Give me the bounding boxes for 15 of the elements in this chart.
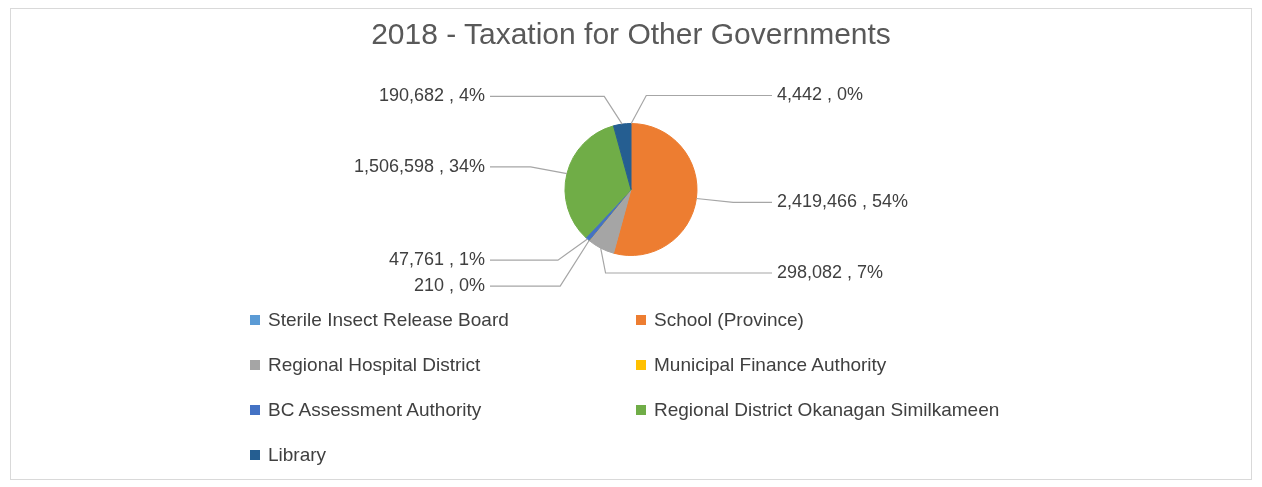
data-label: 4,442 , 0% [777, 84, 864, 105]
legend-label: Municipal Finance Authority [654, 354, 887, 376]
legend-label: BC Assessment Authority [268, 399, 482, 421]
legend-label: Sterile Insect Release Board [268, 309, 509, 331]
chart-title: 2018 - Taxation for Other Governments [371, 17, 891, 51]
data-label: 47,761 , 1% [388, 249, 485, 270]
data-label: 210 , 0% [413, 275, 485, 296]
legend-label: Regional Hospital District [268, 354, 481, 376]
legend-label: Library [268, 444, 327, 466]
data-label: 1,506,598 , 34% [353, 155, 485, 176]
legend-label: School (Province) [654, 309, 804, 331]
legend-label: Regional District Okanagan Similkameen [654, 399, 1000, 421]
data-label: 298,082 , 7% [777, 261, 884, 282]
data-label: 190,682 , 4% [378, 85, 485, 106]
data-label: 2,419,466 , 54% [777, 191, 909, 212]
